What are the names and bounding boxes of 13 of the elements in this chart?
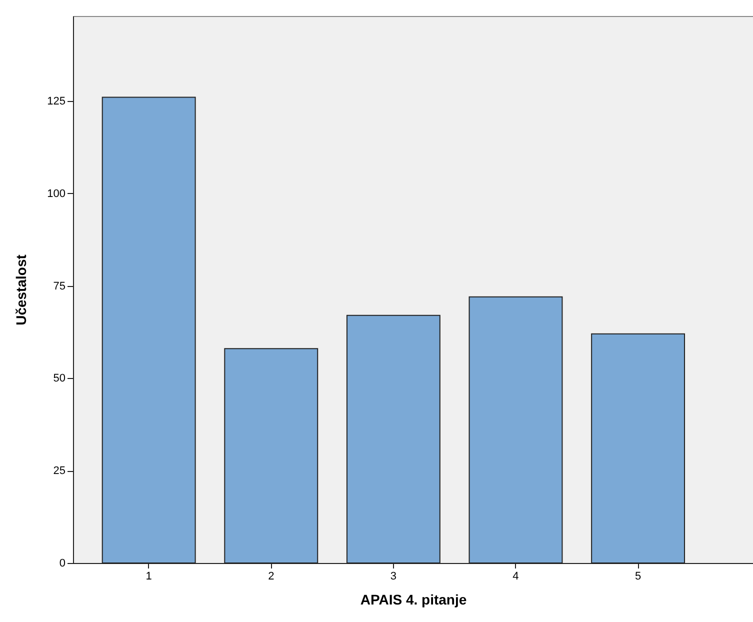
y-tick-label: 100 xyxy=(47,188,66,200)
y-tick-label: 75 xyxy=(53,280,66,292)
x-tick-label: 4 xyxy=(512,570,519,582)
y-tick-label: 50 xyxy=(53,372,66,385)
y-tick-label: 25 xyxy=(53,465,66,478)
x-tick-label: 1 xyxy=(146,570,152,582)
x-tick-label: 3 xyxy=(390,570,396,582)
y-tick-label: 125 xyxy=(47,96,66,108)
x-tick-label: 5 xyxy=(634,570,642,582)
y-axis-title: Učestalost xyxy=(13,254,30,326)
y-tick-label: 0 xyxy=(59,558,66,570)
x-axis-title: APAIS 4. pitanje xyxy=(360,592,467,608)
x-tick-label: 2 xyxy=(268,570,274,582)
